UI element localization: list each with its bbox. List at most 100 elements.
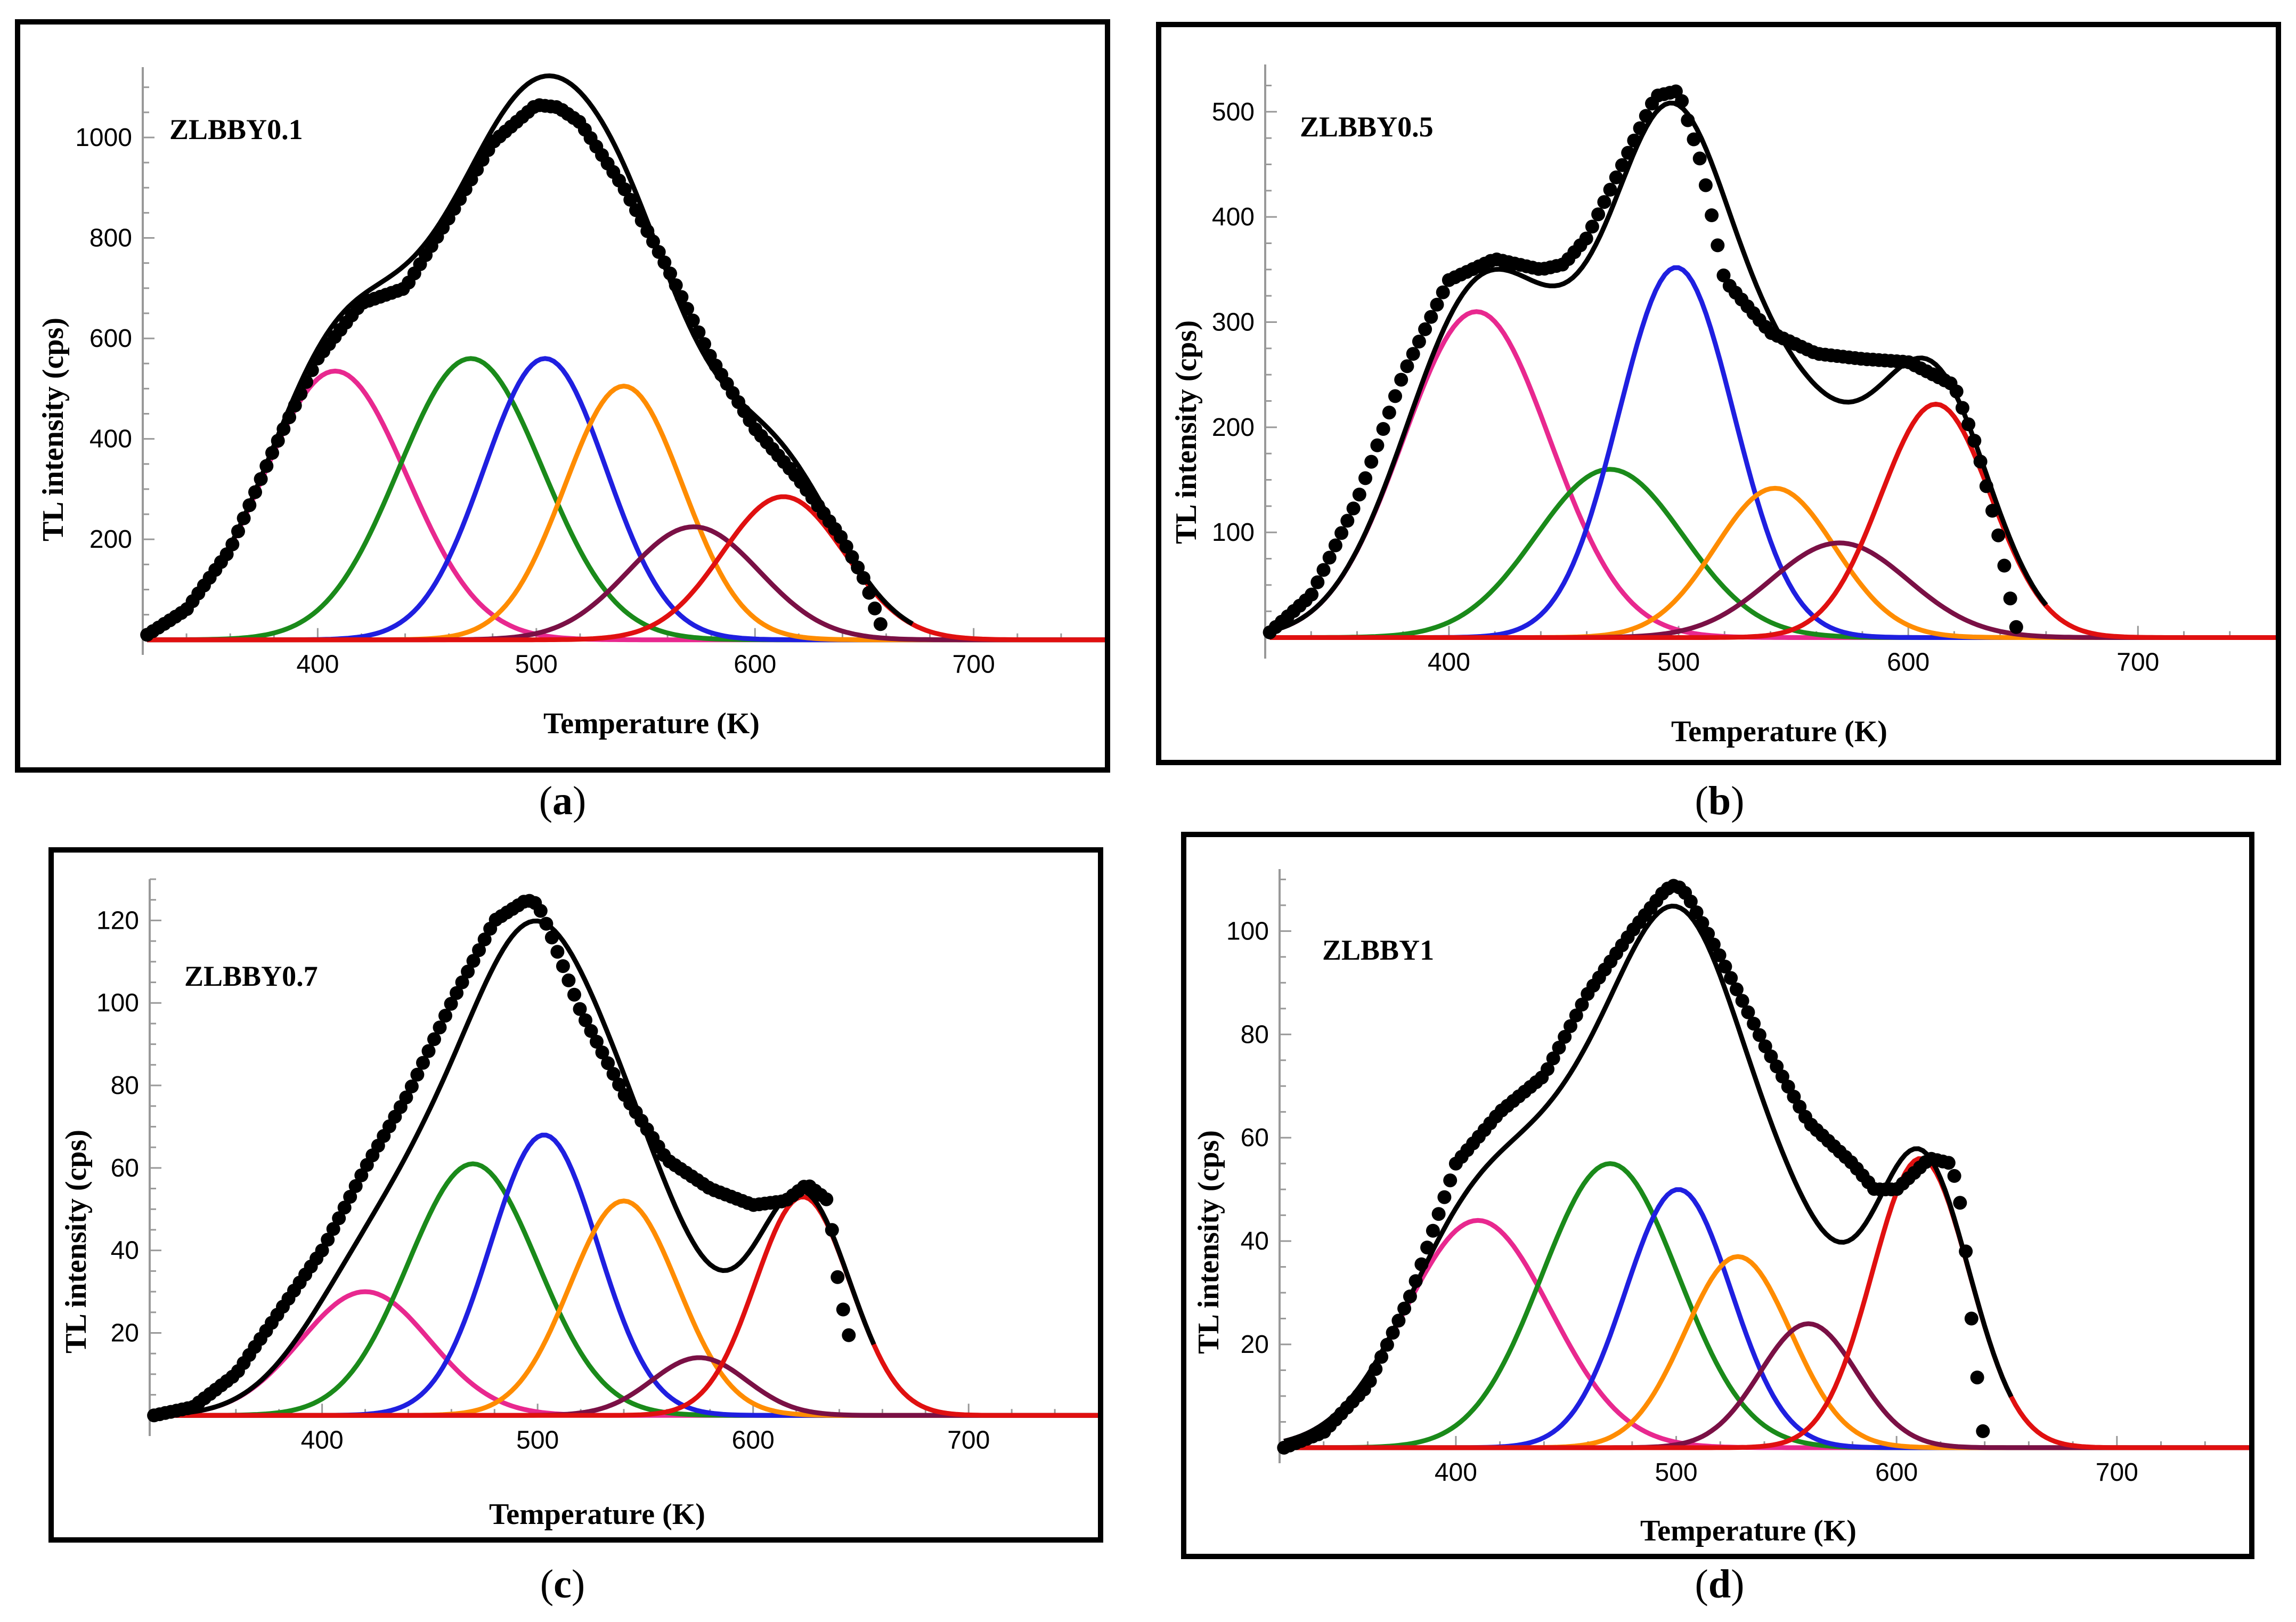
y-tick-label: 600 <box>89 325 132 353</box>
data-point <box>1388 389 1402 403</box>
peak-6-curve <box>1284 1156 2249 1450</box>
caption-b: (b) <box>1695 778 1745 823</box>
x-tick-label: 400 <box>296 651 339 679</box>
data-point <box>819 1192 834 1206</box>
data-point <box>466 954 481 968</box>
data-point <box>1391 1313 1406 1328</box>
data-point <box>862 586 876 600</box>
data-point <box>567 987 581 1002</box>
peak-2-curve <box>1284 1161 2249 1450</box>
x-tick-label: 500 <box>1657 648 1700 677</box>
data-point <box>271 434 285 448</box>
data-point <box>629 203 643 217</box>
y-tick-label: 40 <box>1241 1227 1269 1255</box>
data-point <box>259 459 274 473</box>
data-point <box>1380 1337 1394 1352</box>
data-point <box>1374 1350 1389 1364</box>
data-point <box>1633 121 1647 135</box>
x-tick-label: 600 <box>1887 648 1929 677</box>
data-point <box>225 537 240 552</box>
data-point <box>1579 231 1593 246</box>
peak-6-curve <box>154 1195 1098 1418</box>
data-point <box>1689 905 1704 920</box>
data-point <box>1959 1244 1973 1259</box>
data-point <box>1585 220 1599 234</box>
data-point <box>1340 514 1355 528</box>
data-point <box>472 943 486 958</box>
fit-curve <box>146 73 914 634</box>
x-tick-label: 400 <box>1428 648 1470 677</box>
data-point <box>1741 1005 1755 1019</box>
x-tick-label: 500 <box>1655 1458 1697 1487</box>
chart-b: 400 500 600 700 100 200 300 400 500 Temperature (… <box>1170 64 2276 748</box>
data-point <box>573 1002 587 1016</box>
data-point <box>421 1044 436 1058</box>
y-tick-label: 40 <box>111 1237 139 1265</box>
data-point <box>1564 1019 1577 1033</box>
data-point <box>321 1232 335 1247</box>
x-tick-label: 400 <box>301 1426 344 1454</box>
data-point <box>332 1211 346 1226</box>
peak-4-curve <box>154 1198 1098 1418</box>
data-point <box>1436 285 1450 299</box>
data-point <box>1591 207 1606 222</box>
data-point <box>836 1302 850 1317</box>
chart-title: ZLBBY1 <box>1322 934 1434 966</box>
data-point <box>1397 1301 1412 1316</box>
data-point <box>646 234 660 249</box>
data-point <box>1420 1240 1435 1255</box>
data-point <box>1376 422 1390 436</box>
data-point <box>1718 960 1732 974</box>
data-point <box>1724 971 1738 985</box>
chart-c: 400 500 600 700 20 40 60 80 100 120 Temperature (K… <box>60 878 1098 1531</box>
data-point <box>634 214 649 228</box>
data-point <box>1424 310 1438 324</box>
peak-4-curve <box>1269 485 2276 640</box>
y-tick-label: 200 <box>1212 413 1255 442</box>
data-point <box>1430 297 1444 312</box>
data-point <box>1627 133 1641 148</box>
data-point <box>1310 575 1325 589</box>
data-point <box>612 1077 626 1092</box>
data-point <box>1705 208 1719 222</box>
data-point <box>561 973 576 987</box>
data-point <box>1541 1062 1554 1076</box>
x-tick-label: 500 <box>515 651 558 679</box>
peak-6-curve <box>147 494 1105 643</box>
x-tick-label: 700 <box>947 1426 990 1454</box>
data-point <box>1431 1207 1446 1221</box>
data-point <box>1418 322 1432 336</box>
data-point <box>231 524 245 539</box>
data-point <box>416 1056 430 1070</box>
data-point <box>1382 406 1396 420</box>
data-point <box>1976 1424 1990 1438</box>
data-point <box>455 975 469 990</box>
data-point <box>674 290 689 304</box>
data-point <box>444 996 458 1011</box>
data-point <box>1386 1326 1400 1340</box>
data-point <box>1364 455 1379 469</box>
data-point <box>337 1201 352 1215</box>
data-point <box>1955 401 1969 415</box>
data-point <box>1334 526 1349 540</box>
data-point <box>1552 1041 1566 1055</box>
data-point <box>851 561 865 574</box>
data-point <box>1953 1196 1967 1210</box>
data-point <box>839 539 853 554</box>
data-point <box>1363 1374 1377 1388</box>
data-point <box>1947 1169 1961 1183</box>
data-point <box>1305 587 1319 602</box>
data-point <box>315 1243 329 1258</box>
y-tick-label: 80 <box>1241 1020 1269 1049</box>
data-point <box>477 932 492 946</box>
data-point <box>1997 558 2012 573</box>
data-point <box>1764 1049 1778 1064</box>
data-point <box>856 571 870 585</box>
data-point <box>438 1009 452 1023</box>
data-point <box>544 930 559 945</box>
data-point <box>1575 997 1589 1012</box>
data-point <box>1443 1173 1458 1188</box>
data-point <box>326 1222 340 1236</box>
y-axis-label: TL intensity (cps) <box>1170 320 1203 544</box>
x-tick-label: 700 <box>2116 648 2159 677</box>
